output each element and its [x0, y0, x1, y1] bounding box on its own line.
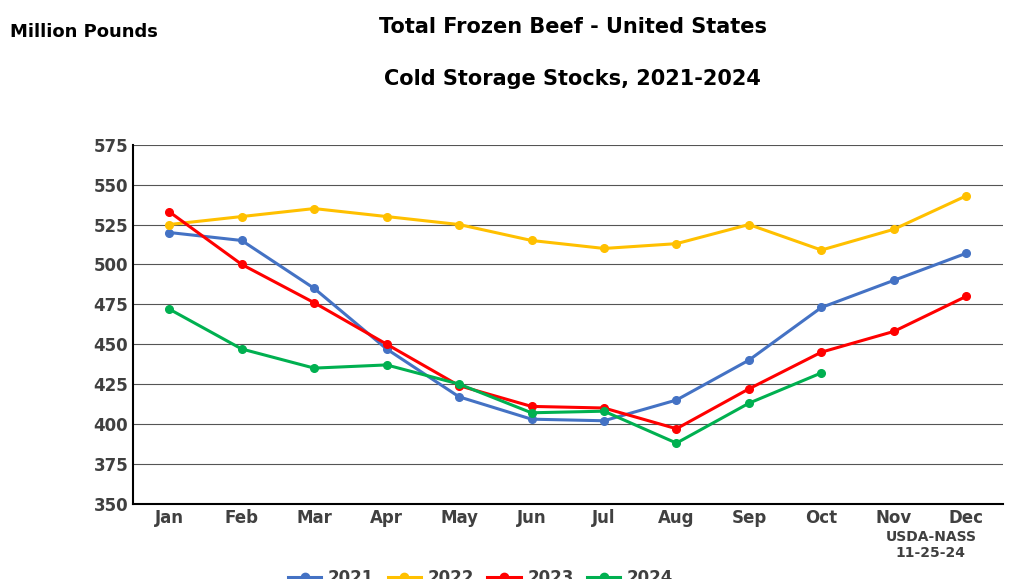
2021 [453, 393, 465, 400]
2023 [815, 349, 828, 356]
Text: Cold Storage Stocks, 2021-2024: Cold Storage Stocks, 2021-2024 [385, 69, 761, 90]
2022 [597, 245, 610, 252]
Line: 2023: 2023 [166, 208, 970, 433]
2021 [308, 285, 320, 292]
2023 [163, 208, 175, 215]
2021 [815, 304, 828, 311]
2023 [597, 405, 610, 412]
Legend: 2021, 2022, 2023, 2024: 2021, 2022, 2023, 2024 [281, 562, 680, 579]
2024 [815, 369, 828, 376]
Text: USDA-NASS
11-25-24: USDA-NASS 11-25-24 [886, 530, 976, 560]
2022 [453, 221, 465, 228]
Text: Total Frozen Beef - United States: Total Frozen Beef - United States [379, 17, 767, 38]
2023 [961, 293, 973, 300]
2021 [961, 250, 973, 256]
2022 [743, 221, 755, 228]
2022 [381, 213, 393, 220]
2024 [381, 361, 393, 368]
2021 [381, 346, 393, 353]
2021 [526, 416, 538, 423]
2023 [453, 382, 465, 389]
Line: 2021: 2021 [166, 229, 970, 424]
2024 [526, 409, 538, 416]
2022 [308, 205, 320, 212]
2021 [888, 277, 900, 284]
2024 [453, 380, 465, 387]
2022 [815, 247, 828, 254]
2021 [670, 397, 682, 404]
2023 [743, 386, 755, 393]
2023 [670, 425, 682, 432]
2021 [235, 237, 248, 244]
2024 [743, 400, 755, 406]
2024 [597, 408, 610, 415]
2021 [743, 357, 755, 364]
2023 [235, 261, 248, 268]
2024 [308, 365, 320, 372]
Line: 2024: 2024 [166, 305, 826, 447]
2023 [526, 403, 538, 410]
2024 [670, 439, 682, 446]
2024 [235, 346, 248, 353]
2023 [888, 328, 900, 335]
2023 [308, 299, 320, 306]
2023 [381, 340, 393, 347]
2022 [961, 192, 973, 199]
2024 [163, 306, 175, 313]
Text: Million Pounds: Million Pounds [10, 23, 159, 41]
2022 [235, 213, 248, 220]
2021 [597, 417, 610, 424]
2022 [670, 240, 682, 247]
2022 [526, 237, 538, 244]
Line: 2022: 2022 [166, 192, 970, 254]
2022 [163, 221, 175, 228]
2022 [888, 226, 900, 233]
2021 [163, 229, 175, 236]
